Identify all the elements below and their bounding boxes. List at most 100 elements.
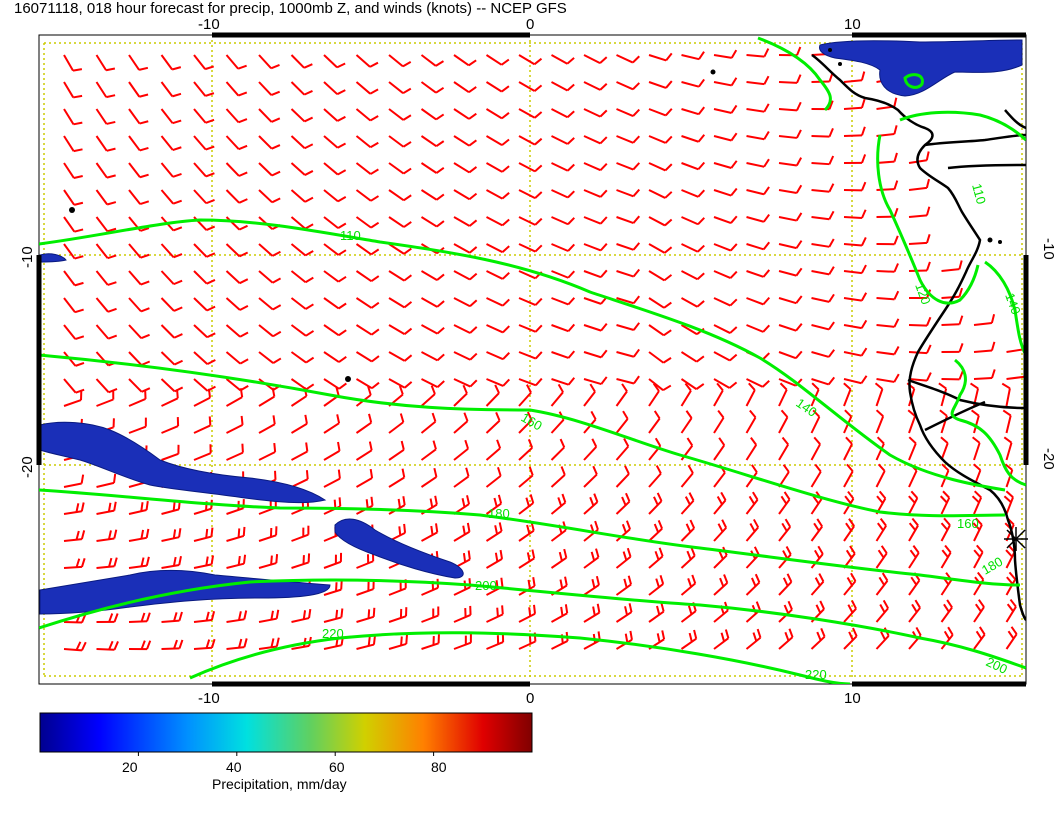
wind-barb [63, 189, 84, 206]
wind-barb [615, 603, 633, 623]
wind-barb [355, 216, 380, 229]
wind-barb [648, 465, 662, 488]
wind-barb [96, 473, 117, 488]
wind-barb [421, 634, 440, 650]
wind-barb [388, 135, 412, 148]
wind-barb [681, 78, 705, 88]
wind-barb [518, 494, 535, 515]
wind-barb [323, 351, 347, 363]
islands [69, 48, 1002, 382]
wind-barb [648, 135, 673, 144]
wind-barb [1001, 382, 1011, 407]
wind-barb [95, 216, 117, 233]
wind-barb [973, 599, 985, 623]
wind-barb [908, 178, 930, 191]
svg-text:220: 220 [322, 626, 344, 641]
wind-barb [323, 162, 347, 176]
wind-barb [518, 384, 532, 407]
wind-barb [485, 411, 501, 434]
wind-barb [161, 555, 182, 569]
wind-barb [550, 466, 566, 488]
wind-barb [648, 80, 673, 89]
wind-barb [745, 464, 758, 488]
wind-barb [1005, 626, 1018, 650]
wind-barb [680, 492, 695, 515]
wind-barb [843, 600, 857, 623]
wind-barb [680, 574, 697, 596]
wind-barb [616, 188, 641, 198]
river-1 [1004, 109, 1026, 130]
wind-barb [713, 160, 738, 169]
wind-barb [843, 436, 853, 461]
wind-barb [971, 490, 983, 515]
wind-barb [95, 162, 116, 179]
svg-text:110: 110 [969, 182, 989, 206]
wind-barb [778, 101, 802, 112]
wind-barb [875, 409, 885, 434]
svg-text:110: 110 [340, 228, 361, 243]
wind-barb [680, 378, 705, 390]
wind-barb [421, 351, 445, 362]
wind-barb [420, 189, 445, 201]
wind-barb [453, 135, 477, 147]
wind-barb [680, 382, 692, 407]
x-tick-top-3: 10 [844, 16, 861, 33]
wind-barb [843, 347, 868, 357]
wind-barb [583, 603, 601, 623]
border-4 [924, 400, 986, 432]
colorbar: 20 40 60 80 Precipitation, mm/day [39, 712, 533, 792]
wind-barb [96, 529, 118, 542]
wind-barb [193, 416, 212, 434]
wind-barb [161, 528, 182, 542]
wind-barb [193, 54, 215, 71]
wind-barb [583, 548, 600, 569]
y-tick-left-1: -10 [19, 246, 36, 268]
wind-barb [63, 216, 84, 233]
wind-barb [811, 210, 835, 221]
wind-barb [583, 269, 608, 279]
wind-barb [290, 270, 314, 284]
wind-barb [258, 442, 277, 461]
wind-barb [908, 234, 931, 245]
wind-barb [648, 297, 672, 309]
wind-barb [713, 104, 738, 114]
wind-barb [778, 323, 803, 332]
wind-barb [680, 629, 698, 650]
wind-barb [388, 634, 408, 650]
wind-barb [551, 189, 575, 199]
wind-barb [420, 162, 445, 174]
wind-barb [420, 81, 445, 94]
wind-barb [551, 270, 576, 279]
wind-barb [811, 127, 834, 138]
wind-barb [485, 522, 503, 542]
wind-barb [323, 81, 346, 96]
wind-barb [486, 324, 510, 334]
wind-barb [876, 346, 900, 356]
wind-barb [1003, 490, 1014, 515]
wind-barb [648, 324, 672, 337]
wind-barb [193, 81, 215, 97]
wind-barb [778, 573, 793, 596]
x-tick-top-1: -10 [198, 16, 220, 33]
wind-barb [63, 108, 83, 126]
wind-barb [843, 319, 868, 330]
wind-barb [355, 324, 380, 336]
x-tick-top-2: 0 [526, 16, 534, 33]
wind-barb [972, 517, 983, 542]
wind-barb [583, 349, 608, 359]
wind-barb [778, 184, 803, 195]
wind-barb [648, 108, 673, 117]
wind-barb [453, 108, 477, 120]
wind-barb [648, 519, 664, 542]
wind-barb [843, 572, 857, 596]
wind-barb [746, 213, 770, 223]
wind-barb [680, 547, 696, 569]
wind-barb [160, 189, 183, 205]
wind-barb [713, 324, 738, 334]
wind-barb [258, 54, 280, 70]
wind-barb [160, 351, 183, 366]
wind-barb [616, 242, 641, 251]
wind-barb [225, 270, 249, 285]
wind-barb [583, 383, 596, 407]
wind-barb [453, 189, 478, 201]
